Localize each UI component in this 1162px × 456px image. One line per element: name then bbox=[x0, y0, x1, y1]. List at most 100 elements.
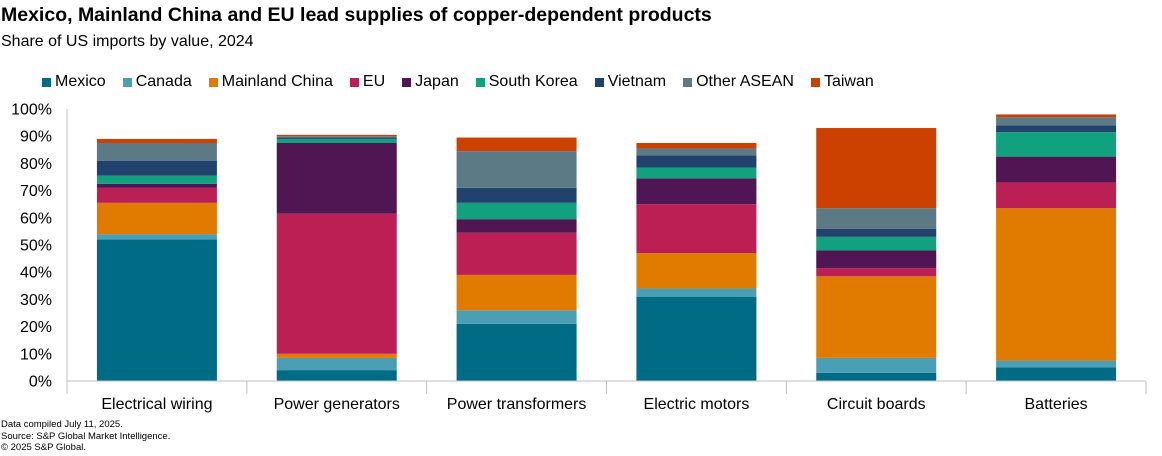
bar-electrical-wiring-vietnam bbox=[96, 160, 217, 176]
y-tick-label-0: 0% bbox=[29, 374, 52, 391]
bar-circuit-boards-eu bbox=[816, 268, 937, 277]
legend-item-taiwan: Taiwan bbox=[810, 73, 874, 91]
bar-power-transformers-japan bbox=[456, 219, 577, 233]
bar-circuit-boards-canada bbox=[816, 357, 937, 373]
x-category-label-power-transformers: Power transformers bbox=[447, 396, 587, 413]
bar-power-transformers-south-korea bbox=[456, 202, 577, 220]
legend-swatch-japan bbox=[402, 77, 412, 87]
legend-swatch-mainland-china bbox=[208, 77, 218, 87]
legend-swatch-south-korea bbox=[475, 77, 485, 87]
footer: Data compiled July 11, 2025. Source: S&P… bbox=[1, 419, 170, 454]
bar-electrical-wiring-mexico bbox=[96, 239, 217, 381]
legend-swatch-vietnam bbox=[594, 77, 604, 87]
legend-label-canada: Canada bbox=[135, 73, 192, 90]
bar-batteries-mainland-china bbox=[996, 208, 1117, 361]
legend-item-mexico: Mexico bbox=[42, 73, 106, 91]
legend-item-vietnam: Vietnam bbox=[594, 73, 667, 91]
y-tick-label-50: 50% bbox=[20, 238, 52, 255]
bar-electric-motors-eu bbox=[636, 204, 757, 254]
bar-power-generators-japan bbox=[276, 143, 397, 214]
legend-label-other-asean: Other ASEAN bbox=[696, 73, 794, 90]
bar-power-generators-vietnam bbox=[276, 137, 397, 139]
x-category-label-electric-motors: Electric motors bbox=[644, 396, 750, 413]
bar-power-transformers-mexico bbox=[456, 323, 577, 381]
bar-batteries-vietnam bbox=[996, 125, 1117, 133]
x-category-label-circuit-boards: Circuit boards bbox=[827, 396, 926, 413]
bar-electric-motors-vietnam bbox=[636, 155, 757, 168]
x-category-label-batteries: Batteries bbox=[1025, 396, 1088, 413]
legend-label-vietnam: Vietnam bbox=[607, 73, 667, 90]
legend-swatch-canada bbox=[122, 77, 132, 87]
legend-item-other-asean: Other ASEAN bbox=[683, 73, 794, 91]
bar-electrical-wiring-taiwan bbox=[96, 138, 217, 143]
bar-electrical-wiring-south-korea bbox=[96, 175, 217, 184]
bar-electric-motors-south-korea bbox=[636, 167, 757, 179]
y-tick-label-100: 100% bbox=[11, 102, 52, 119]
legend-swatch-eu bbox=[349, 77, 359, 87]
bar-electrical-wiring-other-asean bbox=[96, 143, 217, 161]
bar-power-generators-south-korea bbox=[276, 138, 397, 143]
bar-power-transformers-taiwan bbox=[456, 137, 577, 152]
legend-label-japan: Japan bbox=[415, 73, 459, 90]
bar-electric-motors-canada bbox=[636, 288, 757, 297]
y-tick-label-70: 70% bbox=[20, 183, 52, 200]
y-tick-label-60: 60% bbox=[20, 210, 52, 227]
bar-power-transformers-vietnam bbox=[456, 187, 577, 203]
bar-batteries-mexico bbox=[996, 367, 1117, 381]
bar-batteries-japan bbox=[996, 156, 1117, 183]
bar-power-generators-other-asean bbox=[276, 136, 397, 138]
y-tick-label-40: 40% bbox=[20, 265, 52, 282]
bar-electric-motors-other-asean bbox=[636, 148, 757, 156]
bar-electrical-wiring-japan bbox=[96, 183, 217, 188]
legend-label-mexico: Mexico bbox=[55, 73, 106, 90]
legend-swatch-mexico bbox=[42, 77, 51, 87]
footer-date-note: Data compiled July 11, 2025. bbox=[1, 419, 123, 430]
bar-electric-motors-taiwan bbox=[636, 143, 757, 149]
bar-circuit-boards-japan bbox=[816, 250, 937, 269]
bar-circuit-boards-mainland-china bbox=[816, 276, 937, 358]
stacked-bar-chart: 0% 10% 20% 30% 40% 50% 60% 70% 80% 90% 100% Electri… bbox=[11, 102, 1147, 413]
y-tick-label-30: 30% bbox=[20, 292, 52, 309]
bar-circuit-boards-taiwan bbox=[816, 128, 937, 209]
legend-item-japan: Japan bbox=[402, 73, 459, 91]
x-category-label-power-generators: Power generators bbox=[274, 396, 400, 413]
bar-circuit-boards-south-korea bbox=[816, 236, 937, 251]
bar-circuit-boards-mexico bbox=[816, 372, 937, 381]
footer-source: Source: S&P Global Market Intelligence. bbox=[1, 430, 171, 442]
bar-power-transformers-eu bbox=[456, 232, 577, 275]
bar-batteries-other-asean bbox=[996, 117, 1117, 126]
bar-electrical-wiring-canada bbox=[96, 234, 217, 240]
legend-label-mainland-china: Mainland China bbox=[221, 73, 333, 90]
y-tick-label-90: 90% bbox=[20, 129, 52, 146]
bar-power-generators-mexico bbox=[276, 370, 397, 381]
bar-power-generators-eu bbox=[276, 213, 397, 354]
legend-item-canada: Canada bbox=[122, 73, 192, 91]
bar-power-generators-taiwan bbox=[276, 134, 397, 137]
chart-subtitle: Share of US imports by value, 2024 bbox=[1, 33, 254, 50]
legend-label-south-korea: South Korea bbox=[488, 73, 578, 90]
bar-power-transformers-other-asean bbox=[456, 151, 577, 188]
legend-label-taiwan: Taiwan bbox=[823, 73, 874, 90]
y-tick-label-80: 80% bbox=[20, 156, 52, 173]
bar-power-transformers-canada bbox=[456, 310, 577, 324]
bar-electrical-wiring-mainland-china bbox=[96, 202, 217, 235]
bar-circuit-boards-vietnam bbox=[816, 228, 937, 237]
legend-swatch-other-asean bbox=[683, 77, 693, 87]
legend-item-eu: EU bbox=[349, 73, 386, 91]
bar-electrical-wiring-eu bbox=[96, 187, 217, 203]
bar-power-transformers-mainland-china bbox=[456, 274, 577, 311]
bar-batteries-eu bbox=[996, 182, 1117, 209]
bar-power-generators-mainland-china bbox=[276, 353, 397, 358]
bar-electric-motors-mexico bbox=[636, 296, 757, 381]
x-category-label-electrical-wiring: Electrical wiring bbox=[101, 396, 212, 413]
legend-label-eu: EU bbox=[362, 73, 386, 90]
bar-batteries-taiwan bbox=[996, 114, 1117, 118]
legend-swatch-taiwan bbox=[810, 77, 820, 87]
legend-item-mainland-china: Mainland China bbox=[208, 73, 333, 91]
legend: Mexico Canada Mainland China EU Japan South K… bbox=[42, 71, 874, 93]
bar-power-generators-canada bbox=[276, 357, 397, 371]
chart-title: Mexico, Mainland China and EU lead suppl… bbox=[1, 4, 712, 26]
bar-electric-motors-mainland-china bbox=[636, 253, 757, 289]
footer-copyright: © 2025 S&P Global. bbox=[1, 442, 86, 453]
legend-item-south-korea: South Korea bbox=[475, 73, 578, 91]
